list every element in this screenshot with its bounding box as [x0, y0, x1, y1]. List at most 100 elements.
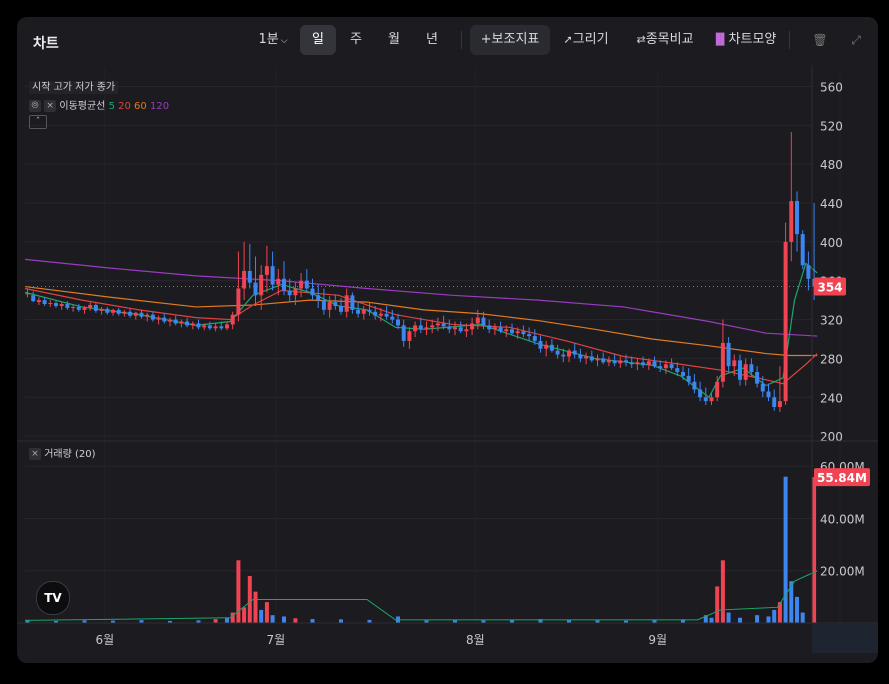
candle-body — [498, 327, 503, 332]
candle-body — [293, 288, 298, 296]
candle-body — [624, 360, 628, 363]
tab-period-month[interactable]: 월 — [388, 32, 400, 47]
current-price-badge — [814, 277, 846, 296]
volume-bar — [310, 619, 315, 623]
candle-body — [88, 305, 93, 308]
volume-bar — [54, 620, 58, 623]
moving-average-lines — [24, 258, 818, 399]
volume-bar — [738, 617, 742, 623]
compare-button[interactable]: ⇄종목비교 — [627, 25, 703, 55]
candle-body — [36, 300, 41, 303]
candle-body — [247, 271, 252, 283]
candle-body — [48, 303, 53, 305]
tab-period-day[interactable]: 일 — [300, 25, 336, 55]
close-icon[interactable]: × — [44, 100, 57, 112]
candle-body — [145, 314, 150, 317]
ma120-line — [24, 258, 818, 337]
candle-body — [584, 356, 589, 359]
candle-body — [652, 361, 657, 367]
volume-bar — [703, 615, 708, 623]
volume-ma-line — [24, 570, 818, 621]
volume-bar — [538, 619, 543, 623]
expand-icon[interactable]: ⤢ — [851, 33, 861, 47]
time-tick-label: 8월 — [466, 633, 485, 647]
chart-type-label: 차트모양 — [728, 32, 777, 47]
close-icon[interactable]: × — [29, 448, 41, 460]
candle-body — [783, 241, 788, 402]
candle-body — [612, 360, 617, 364]
candle-body — [635, 362, 640, 365]
chart-grid — [25, 69, 841, 623]
candle-body — [418, 325, 423, 330]
candle-body — [54, 303, 58, 306]
candle-body — [207, 325, 212, 329]
ma120-period: 120 — [149, 101, 170, 112]
tab-period-year[interactable]: 년 — [426, 32, 438, 47]
ma5-period: 5 — [108, 101, 115, 112]
volume-bar — [196, 620, 201, 623]
chart-type-button[interactable]: ▐▌차트모양 — [709, 25, 779, 55]
candle-body — [549, 344, 554, 351]
draw-label: 그리기 — [572, 32, 609, 47]
candle-body — [287, 290, 292, 296]
volume-bar — [681, 619, 685, 623]
candle-body — [800, 234, 805, 266]
volume-period: (20) — [74, 449, 96, 460]
volume-bar — [168, 620, 172, 623]
volume-tick-label: 40.00M — [820, 512, 865, 526]
volume-bar — [25, 619, 30, 623]
candle-body — [361, 309, 366, 314]
volume-bar — [453, 619, 457, 623]
candle-body — [93, 305, 98, 311]
ma20-line — [24, 287, 818, 385]
draw-button[interactable]: ➚그리기 — [558, 25, 614, 55]
candle-body — [698, 389, 703, 398]
candle-body — [521, 331, 526, 335]
trash-icon[interactable]: 🗑 — [812, 33, 828, 47]
price-tick-label: 320 — [820, 314, 843, 328]
volume-bar — [777, 602, 782, 623]
candle-body — [356, 309, 361, 314]
candle-body — [168, 319, 172, 322]
candle-body — [527, 334, 532, 337]
candle-body — [709, 397, 714, 402]
candle-body — [760, 383, 765, 392]
hide-icon[interactable]: ⦾ — [29, 100, 41, 112]
candle-body — [413, 325, 418, 332]
candle-body — [663, 364, 668, 369]
volume-bar — [230, 612, 235, 623]
volume-bar — [510, 619, 514, 623]
interval-dropdown[interactable]: 1분 ⌵ — [253, 25, 293, 55]
candle-body — [407, 331, 412, 341]
toolbar-divider — [461, 31, 462, 49]
candle-body — [703, 397, 708, 402]
volume-bar — [755, 615, 760, 623]
volume-bar — [270, 615, 275, 623]
candle-body — [538, 340, 543, 349]
volume-bar — [715, 586, 720, 623]
collapse-legend-button[interactable]: ˆ — [29, 115, 47, 129]
candle-body — [589, 356, 594, 361]
volume-bar — [111, 620, 115, 623]
volume-bar — [772, 609, 777, 623]
candle-body — [738, 360, 742, 380]
volume-bar — [783, 476, 788, 623]
volume-bar — [282, 616, 286, 623]
volume-bar — [726, 612, 731, 623]
current-volume-label: 55.84M — [817, 471, 867, 485]
candle-body — [487, 325, 492, 330]
volume-bar — [225, 617, 229, 623]
tab-period-week[interactable]: 주 — [350, 32, 362, 47]
candle-body — [344, 295, 349, 312]
candle-body — [111, 309, 115, 313]
chart-canvas[interactable]: 20024028032036040044048052056020.00M40.0… — [17, 17, 878, 663]
indicator-button[interactable]: +보조지표 — [470, 25, 550, 55]
candle-body — [681, 372, 685, 376]
candle-body — [453, 327, 457, 330]
chevron-down-icon: ⌵ — [280, 36, 288, 46]
candle-body — [133, 312, 138, 316]
volume-bar — [242, 607, 247, 623]
candle-body — [441, 323, 446, 327]
candle-body — [310, 288, 315, 296]
tradingview-logo[interactable]: TV — [36, 581, 70, 615]
